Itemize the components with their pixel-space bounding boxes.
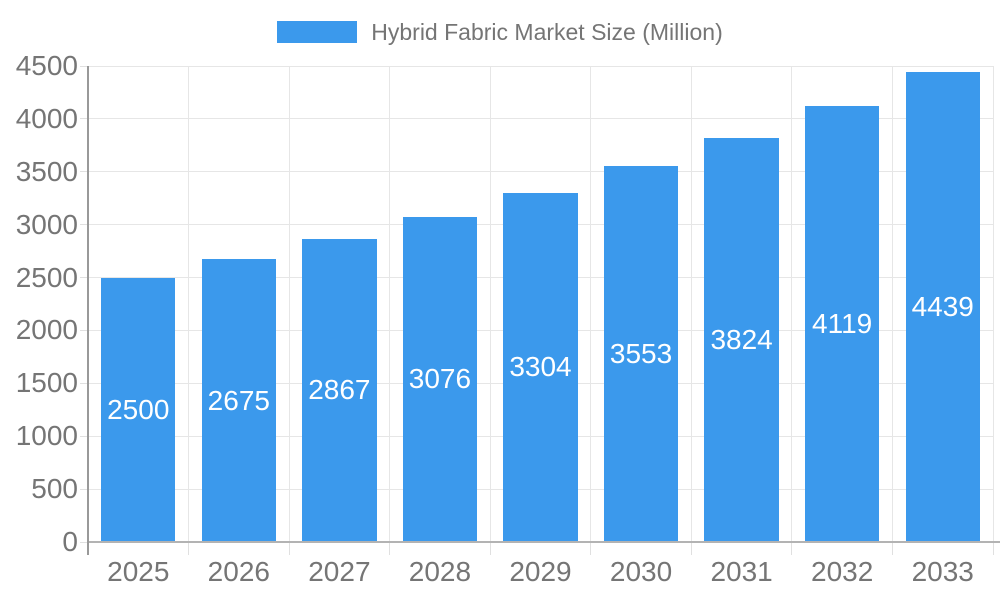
gridline-vertical [590,66,592,542]
gridline-vertical [992,66,994,542]
gridline-vertical [188,66,190,542]
bar [302,238,377,542]
bar-value-label: 2675 [207,384,270,416]
y-axis-label: 0 [62,526,78,557]
bar-value-label: 3304 [509,351,572,383]
x-axis-tick [891,542,893,555]
bar [402,216,478,542]
gridline-vertical [389,66,391,542]
bar-value-label: 4439 [911,291,974,323]
x-axis-line [88,541,1000,543]
x-axis-tick [389,542,391,555]
x-axis-label: 2031 [710,556,773,587]
y-axis-tick [80,171,88,173]
x-axis-tick [791,542,793,555]
x-axis-tick [188,542,190,555]
bar [905,72,980,542]
bar [603,166,679,542]
y-axis-label: 2000 [15,314,78,346]
y-axis-label: 3000 [15,208,78,240]
x-axis-label: 2027 [308,556,371,587]
gridline-vertical [489,66,491,542]
y-axis-line [87,66,89,555]
x-axis-tick [590,542,592,555]
x-axis-label: 2030 [609,556,673,587]
bar-value-label: 3553 [609,338,673,370]
gridline-horizontal [88,118,993,120]
gridline-horizontal [88,65,993,67]
bar [201,259,277,542]
y-axis-label: 4500 [15,50,78,81]
y-axis-tick [80,541,88,543]
y-axis-tick [80,118,88,120]
x-axis-label: 2029 [509,556,572,587]
bar-value-label: 3076 [408,363,472,395]
y-axis-label: 2500 [15,261,78,293]
y-axis-label: 1000 [15,420,78,452]
x-axis-tick [288,542,290,555]
bar [804,106,880,542]
legend-label: Hybrid Fabric Market Size (Million) [371,18,723,45]
bar [503,192,578,542]
gridline-vertical [690,66,692,542]
y-axis-tick [80,435,88,437]
y-axis-label: 1500 [15,367,78,399]
y-axis-label: 4000 [15,102,78,134]
chart-legend: Hybrid Fabric Market Size (Million) [0,18,1000,46]
bar-value-label: 2500 [107,393,170,425]
y-axis-tick [80,488,88,490]
x-axis-label: 2032 [811,556,874,587]
y-axis-tick [80,277,88,279]
x-axis-tick [992,542,994,555]
x-axis-label: 2026 [207,556,270,587]
x-axis-label: 2033 [911,556,974,587]
gridline-vertical [791,66,793,542]
bar [704,137,779,542]
legend-swatch-icon [277,21,358,43]
y-axis-tick [80,329,88,331]
bar-value-label: 4119 [812,308,873,340]
bar-value-label: 2867 [308,374,371,406]
gridline-horizontal [88,171,993,173]
x-axis-label: 2028 [408,556,472,587]
y-axis-tick [80,224,88,226]
gridline-vertical [891,66,893,542]
x-axis-label: 2025 [107,556,170,587]
x-axis-tick [690,542,692,555]
x-axis-tick [489,542,491,555]
bar-value-label: 3824 [710,323,773,355]
y-axis-tick [80,382,88,384]
bar [101,277,176,542]
y-axis-label: 500 [31,473,78,505]
y-axis-tick [80,65,88,67]
y-axis-label: 3500 [15,155,78,187]
gridline-vertical [288,66,290,542]
